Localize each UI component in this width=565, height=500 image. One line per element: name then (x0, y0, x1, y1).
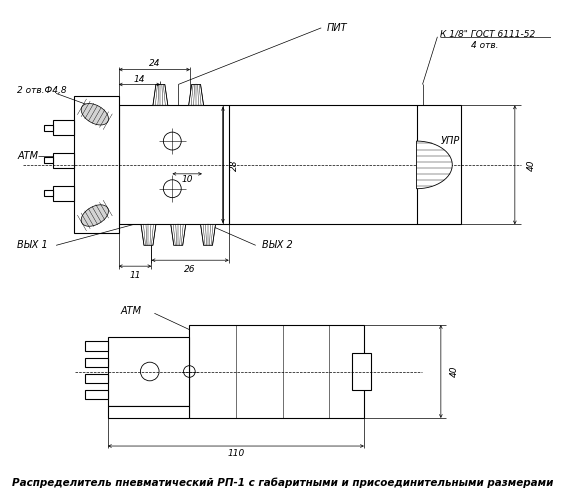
Bar (53, 120, 74, 135)
Text: ВЫХ 1: ВЫХ 1 (18, 240, 48, 250)
Text: 40: 40 (527, 159, 536, 170)
Bar (353, 353, 371, 390)
Bar (416, 156, 434, 174)
Bar (53, 186, 74, 200)
Text: 2 отв.Ф4,8: 2 отв.Ф4,8 (18, 86, 67, 95)
Bar (119, 106, 461, 224)
Text: 11: 11 (129, 270, 141, 280)
Text: 10: 10 (181, 176, 193, 184)
Bar (44, 190, 53, 196)
Text: К 1/8" ГОСТ 6111-52: К 1/8" ГОСТ 6111-52 (440, 30, 536, 38)
Bar (53, 153, 74, 168)
Bar (85, 374, 108, 383)
Polygon shape (189, 84, 203, 105)
Text: 26: 26 (184, 264, 196, 274)
Text: Распределитель пневматический РП-1 с габаритными и присоединительными размерами: Распределитель пневматический РП-1 с габ… (12, 477, 553, 488)
Text: 110: 110 (227, 448, 245, 458)
Polygon shape (171, 224, 186, 246)
Bar (44, 158, 53, 164)
Polygon shape (153, 84, 168, 105)
Bar (85, 390, 108, 400)
Bar (108, 406, 189, 418)
Text: 28: 28 (231, 159, 240, 170)
Text: АТМ: АТМ (121, 306, 142, 316)
Text: 14: 14 (134, 76, 145, 84)
Polygon shape (141, 224, 156, 246)
Polygon shape (201, 224, 215, 246)
Text: ПИТ: ПИТ (327, 23, 348, 33)
Text: ВЫХ 2: ВЫХ 2 (262, 240, 293, 250)
Text: 24: 24 (149, 59, 160, 68)
Bar (85, 341, 108, 350)
Polygon shape (416, 141, 452, 188)
Text: 4 отв.: 4 отв. (471, 41, 499, 50)
Polygon shape (81, 205, 108, 227)
Text: АТМ: АТМ (18, 151, 38, 161)
Text: 40: 40 (450, 366, 459, 378)
Text: УПР: УПР (440, 136, 459, 146)
Bar (108, 336, 189, 406)
Bar (74, 96, 119, 234)
Bar (44, 124, 53, 130)
Bar (85, 358, 108, 367)
Bar (189, 325, 364, 418)
Polygon shape (81, 104, 108, 125)
